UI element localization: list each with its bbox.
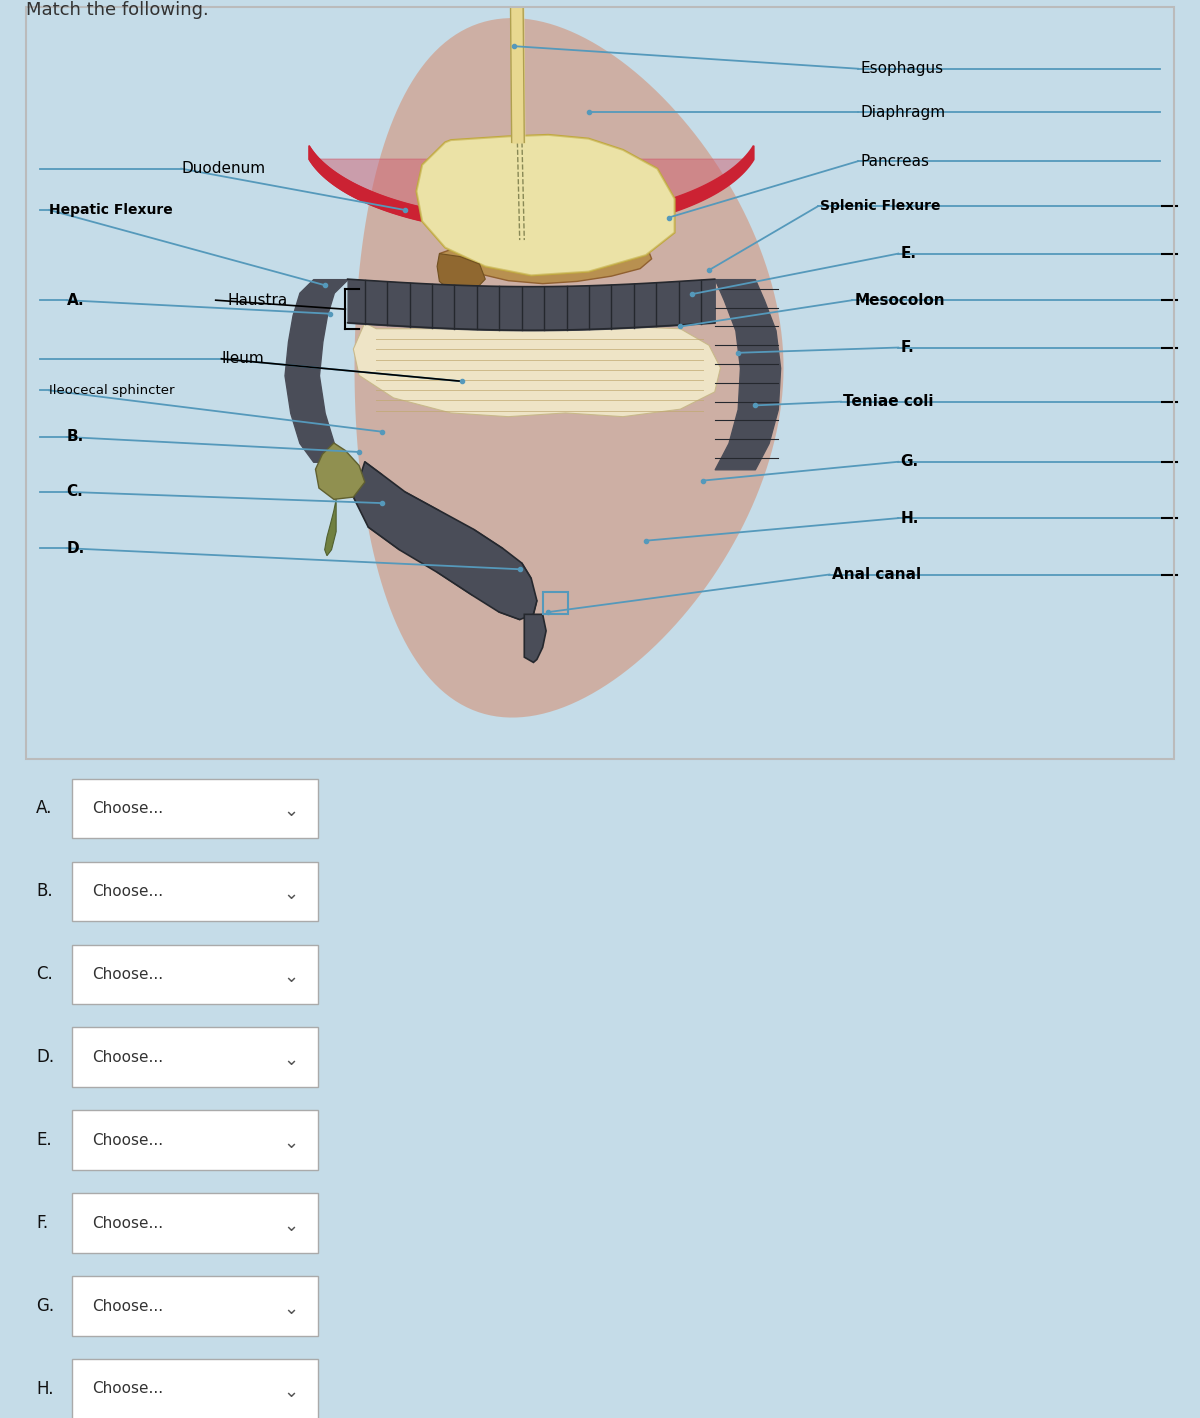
- FancyBboxPatch shape: [72, 1194, 318, 1252]
- Text: Choose...: Choose...: [92, 1049, 163, 1065]
- Text: Pancreas: Pancreas: [860, 153, 930, 169]
- FancyBboxPatch shape: [72, 862, 318, 920]
- Text: ⌄: ⌄: [283, 801, 298, 820]
- Text: Teniae coli: Teniae coli: [844, 394, 934, 410]
- Polygon shape: [437, 254, 485, 292]
- Text: ⌄: ⌄: [283, 1051, 298, 1069]
- Text: Choose...: Choose...: [92, 1215, 163, 1231]
- Text: Choose...: Choose...: [92, 1299, 163, 1313]
- Text: Choose...: Choose...: [92, 801, 163, 815]
- FancyBboxPatch shape: [72, 1110, 318, 1170]
- Text: Choose...: Choose...: [92, 883, 163, 899]
- Text: ⌄: ⌄: [283, 885, 298, 903]
- Text: E.: E.: [900, 247, 917, 261]
- Text: B.: B.: [36, 882, 53, 900]
- Text: Anal canal: Anal canal: [832, 567, 920, 581]
- Text: D.: D.: [66, 540, 85, 556]
- Text: F.: F.: [900, 340, 914, 354]
- Text: B.: B.: [66, 430, 84, 444]
- Text: Haustra: Haustra: [227, 292, 288, 308]
- FancyBboxPatch shape: [72, 944, 318, 1004]
- Text: C.: C.: [66, 485, 83, 499]
- Polygon shape: [416, 135, 674, 275]
- Text: H.: H.: [900, 510, 919, 526]
- Text: Ileum: Ileum: [222, 352, 264, 366]
- Text: A.: A.: [36, 800, 53, 817]
- Text: Match the following.: Match the following.: [26, 1, 209, 20]
- Text: Duodenum: Duodenum: [181, 162, 265, 176]
- Text: A.: A.: [66, 292, 84, 308]
- Text: ⌄: ⌄: [283, 1217, 298, 1235]
- Text: ⌄: ⌄: [283, 1299, 298, 1317]
- Bar: [542, 591, 568, 614]
- Text: Hepatic Flexure: Hepatic Flexure: [49, 203, 173, 217]
- Polygon shape: [353, 462, 536, 620]
- Text: ⌄: ⌄: [283, 967, 298, 986]
- Polygon shape: [316, 442, 365, 499]
- FancyBboxPatch shape: [72, 1276, 318, 1336]
- Text: C.: C.: [36, 966, 53, 983]
- Text: Splenic Flexure: Splenic Flexure: [821, 200, 941, 213]
- FancyBboxPatch shape: [72, 1028, 318, 1086]
- Text: H.: H.: [36, 1380, 54, 1398]
- Polygon shape: [354, 18, 784, 718]
- Text: Ileocecal sphincter: Ileocecal sphincter: [49, 384, 175, 397]
- Polygon shape: [325, 499, 336, 556]
- Text: G.: G.: [900, 454, 919, 469]
- Polygon shape: [439, 228, 652, 284]
- Polygon shape: [524, 614, 546, 662]
- Polygon shape: [308, 159, 754, 233]
- Text: Esophagus: Esophagus: [860, 61, 943, 77]
- Polygon shape: [353, 323, 720, 417]
- Text: E.: E.: [36, 1132, 52, 1149]
- Text: Choose...: Choose...: [92, 967, 163, 981]
- Polygon shape: [416, 135, 674, 275]
- FancyBboxPatch shape: [72, 778, 318, 838]
- Text: D.: D.: [36, 1048, 54, 1066]
- Text: G.: G.: [36, 1297, 54, 1314]
- Text: Mesocolon: Mesocolon: [854, 292, 946, 308]
- Text: ⌄: ⌄: [283, 1133, 298, 1151]
- Text: Choose...: Choose...: [92, 1133, 163, 1147]
- Text: ⌄: ⌄: [283, 1383, 298, 1401]
- Polygon shape: [308, 146, 754, 233]
- Text: F.: F.: [36, 1214, 48, 1232]
- FancyBboxPatch shape: [72, 1360, 318, 1418]
- Text: Choose...: Choose...: [92, 1381, 163, 1397]
- Text: Diaphragm: Diaphragm: [860, 105, 946, 119]
